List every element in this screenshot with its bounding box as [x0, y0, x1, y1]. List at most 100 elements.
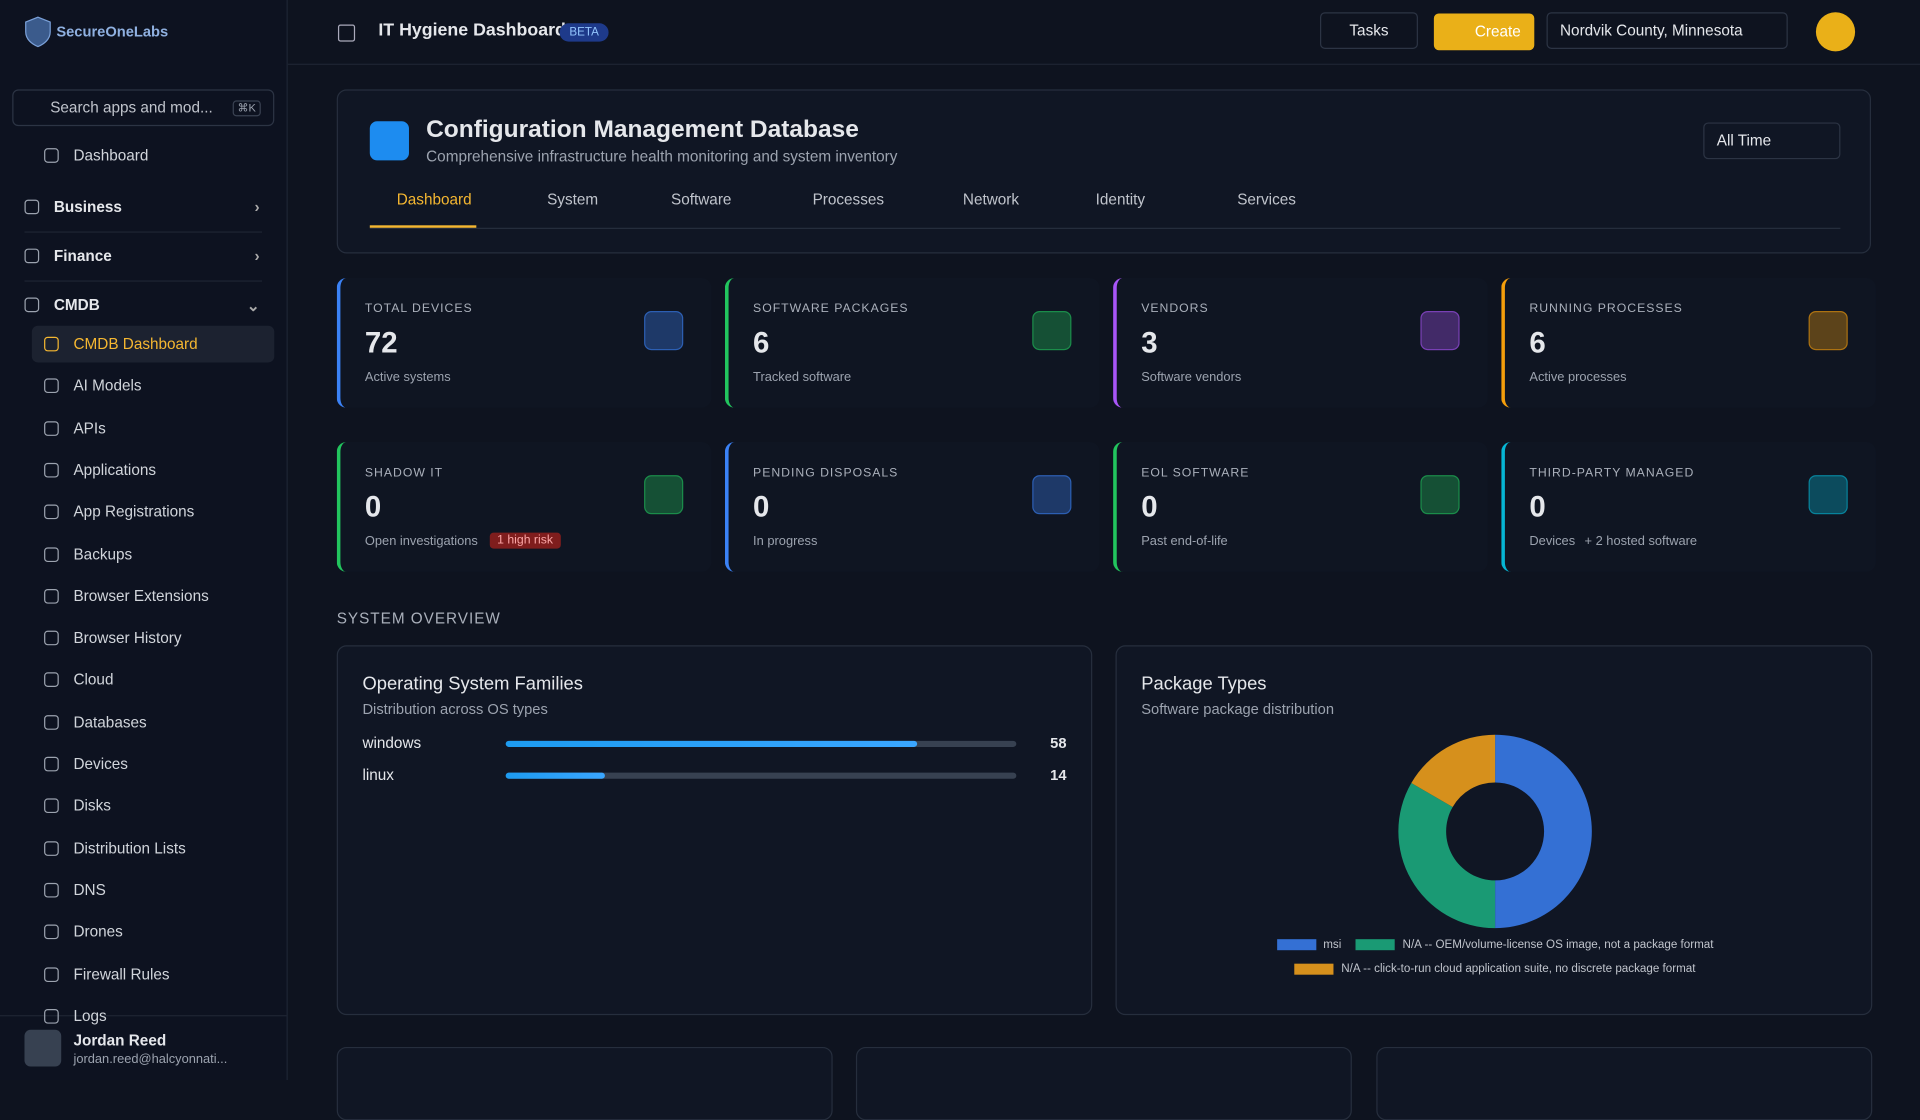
nav-item[interactable]: Finance ›: [12, 238, 274, 275]
nav-icon: [44, 630, 59, 646]
legend-item[interactable]: N/A -- click-to-run cloud application su…: [1294, 962, 1696, 976]
stat-icon: [1808, 311, 1848, 351]
slice: [1398, 783, 1496, 929]
chevron: ⌄: [246, 296, 260, 315]
slice: [1411, 734, 1496, 807]
stat-sub: Open investigations: [364, 533, 478, 549]
chart-subtitle: Distribution across OS types: [362, 700, 548, 718]
nav-item[interactable]: Databases: [32, 704, 274, 741]
tab[interactable]: Software: [671, 191, 732, 209]
location-select[interactable]: Nordvik County, Minnesota: [1546, 12, 1788, 49]
legend-swatch: [1294, 963, 1334, 975]
user[interactable]: Jordan Reed jordan.reed@halcyonnati...: [0, 1015, 287, 1081]
nav-icon: [44, 882, 59, 898]
card: [855, 1046, 1352, 1120]
nav-item[interactable]: CMDB ⌄: [12, 287, 274, 324]
nav-icon: [44, 798, 59, 814]
nav-item[interactable]: Firewall Rules: [32, 956, 274, 993]
stat-icon: [1420, 475, 1460, 515]
tab[interactable]: Services: [1237, 191, 1296, 209]
nav-icon: [44, 378, 59, 394]
legend-item[interactable]: msi: [1276, 937, 1342, 952]
nav-label: Cloud: [73, 671, 114, 689]
tab[interactable]: Identity: [1095, 191, 1146, 209]
nav-item[interactable]: DNS: [32, 872, 274, 909]
nav-icon: [24, 297, 40, 313]
nav-item[interactable]: Devices: [32, 746, 274, 783]
logo: [25, 16, 51, 48]
chart-title: Package Types: [1141, 673, 1267, 695]
sidebar: SecureOneLabs Search apps and mod... ⌘K …: [0, 0, 288, 1081]
stat-value: 0: [1141, 491, 1158, 525]
legend-swatch: [1276, 939, 1316, 951]
page-subtitle: Comprehensive infrastructure health moni…: [426, 148, 898, 166]
nav-item[interactable]: Browser Extensions: [32, 578, 274, 615]
shortcut: ⌘K: [232, 100, 261, 117]
nav-item[interactable]: Disks: [32, 788, 274, 825]
search[interactable]: Search apps and mod... ⌘K: [12, 89, 275, 127]
nav-icon: [44, 148, 59, 163]
range-select[interactable]: All Time: [1703, 122, 1841, 160]
nav-item[interactable]: Applications: [32, 452, 274, 489]
nav-label: Browser History: [73, 629, 182, 647]
nav-item[interactable]: Cloud: [32, 662, 274, 699]
nav-item[interactable]: Distribution Lists: [32, 830, 274, 867]
nav-item[interactable]: Backups: [32, 536, 274, 573]
nav-item[interactable]: Dashboard: [32, 137, 274, 174]
stat-icon: [644, 311, 684, 351]
stat-label: SOFTWARE PACKAGES: [753, 302, 909, 316]
nav-item[interactable]: APIs: [32, 410, 274, 447]
stat-card: EOL SOFTWARE 0 Past end-of-life: [1113, 442, 1488, 572]
nav-label: Devices: [73, 755, 128, 773]
stat-value: 6: [753, 326, 770, 361]
stat-extra: + 2 hosted software: [1584, 533, 1698, 549]
chart-card: Operating System Families Distribution ac…: [336, 645, 1093, 1016]
stat-icon: [1420, 311, 1460, 351]
page-title: Configuration Management Database: [426, 116, 859, 144]
nav-icon: [44, 504, 59, 520]
sidebar-toggle[interactable]: [337, 24, 356, 42]
nav-icon: [44, 588, 59, 604]
nav-icon: [44, 462, 59, 478]
nav-icon: [44, 714, 59, 730]
nav-icon: [24, 248, 40, 264]
divider: [24, 280, 263, 282]
tab[interactable]: System: [547, 191, 599, 209]
stat-label: SHADOW IT: [364, 466, 444, 481]
nav-item[interactable]: Drones: [32, 914, 274, 951]
stat-card: VENDORS 3 Software vendors: [1113, 277, 1488, 408]
stat-card: TOTAL DEVICES 72 Active systems: [336, 277, 712, 408]
tab[interactable]: Network: [962, 191, 1020, 209]
tab[interactable]: Dashboard: [369, 191, 477, 228]
beta-badge: BETA: [559, 23, 609, 42]
tab[interactable]: Processes: [812, 191, 885, 209]
card: [1376, 1046, 1873, 1120]
tasks-button[interactable]: Tasks: [1320, 12, 1418, 49]
nav-label: CMDB: [53, 296, 100, 314]
nav-icon: [44, 966, 59, 982]
stat-value: 3: [1141, 326, 1158, 361]
nav-item[interactable]: CMDB Dashboard: [31, 325, 275, 363]
nav-item[interactable]: App Registrations: [32, 494, 274, 531]
nav-item[interactable]: Browser History: [32, 620, 274, 657]
nav-icon: [44, 756, 59, 772]
nav-item[interactable]: Business ›: [12, 189, 274, 226]
stat-sub: Active systems: [364, 369, 451, 385]
create-button[interactable]: Create: [1433, 13, 1535, 51]
legend-label: msi: [1323, 937, 1342, 952]
nav-label: Finance: [53, 247, 112, 265]
stat-value: 0: [753, 491, 770, 525]
nav-label: Browser Extensions: [73, 587, 209, 605]
nav-label: Backups: [73, 545, 133, 563]
value-label: 14: [1050, 766, 1067, 784]
legend-label: N/A -- OEM/volume-license OS image, not …: [1402, 937, 1714, 952]
stat-sub: Tracked software: [753, 369, 852, 385]
stat-card: PENDING DISPOSALS 0 In progress: [724, 442, 1100, 572]
avatar[interactable]: [1815, 12, 1856, 52]
chart-subtitle: Software package distribution: [1141, 700, 1335, 718]
legend-item[interactable]: N/A -- OEM/volume-license OS image, not …: [1356, 938, 1714, 951]
nav-item[interactable]: AI Models: [32, 368, 274, 405]
stat-card: RUNNING PROCESSES 6 Active processes: [1501, 277, 1876, 408]
nav-item[interactable]: Logs: [32, 998, 274, 1035]
search-placeholder: Search apps and mod...: [50, 99, 213, 117]
